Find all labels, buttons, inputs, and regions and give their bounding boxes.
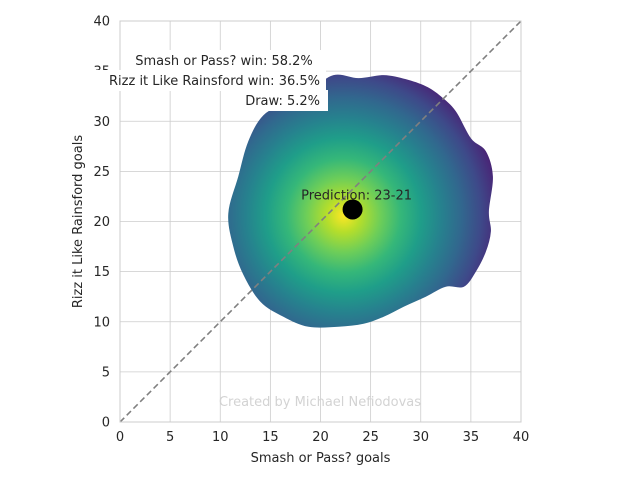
watermark: Created by Michael Nefiodovas (219, 395, 421, 410)
density-blob (228, 74, 493, 328)
win-probability-label: Rizz it Like Rainsford win: 36.5% (109, 74, 320, 89)
x-tick-label: 10 (212, 430, 229, 445)
x-tick-label: 15 (262, 430, 279, 445)
x-tick-label: 40 (513, 430, 530, 445)
x-tick-label: 25 (362, 430, 379, 445)
annotation-box (236, 90, 328, 111)
y-tick-label: 10 (93, 315, 110, 330)
x-tick-label: 20 (312, 430, 329, 445)
prediction-point (342, 199, 363, 220)
x-tick-label: 0 (116, 430, 124, 445)
y-tick-label: 30 (93, 115, 110, 130)
y-tick-label: 20 (93, 215, 110, 230)
density-region (228, 74, 493, 328)
y-tick-label: 25 (93, 165, 110, 180)
axes-frame (119, 20, 522, 423)
win-probability-label: Draw: 5.2% (245, 94, 320, 109)
prediction-marker: Prediction: 23-21 (301, 188, 412, 220)
y-tick-label: 5 (102, 365, 110, 380)
win-probability-label: Smash or Pass? win: 58.2% (135, 54, 313, 69)
x-axis-label: Smash or Pass? goals (251, 451, 391, 466)
annotation-box (88, 70, 326, 91)
axis-labels: Created by Michael Nefiodovas Smash or Pa… (71, 135, 421, 466)
x-tick-label: 30 (412, 430, 429, 445)
prediction-label: Prediction: 23-21 (301, 188, 412, 203)
annotation-box (125, 50, 325, 71)
y-axis-label: Rizz it Like Rainsford goals (71, 135, 86, 308)
y-tick-label: 0 (102, 416, 110, 431)
y-tick-label: 15 (93, 265, 110, 280)
x-tick-label: 5 (166, 430, 174, 445)
y-tick-label: 40 (93, 15, 110, 30)
x-tick-label: 35 (463, 430, 480, 445)
annotations: Smash or Pass? win: 58.2% Rizz it Like Ra… (88, 50, 328, 111)
